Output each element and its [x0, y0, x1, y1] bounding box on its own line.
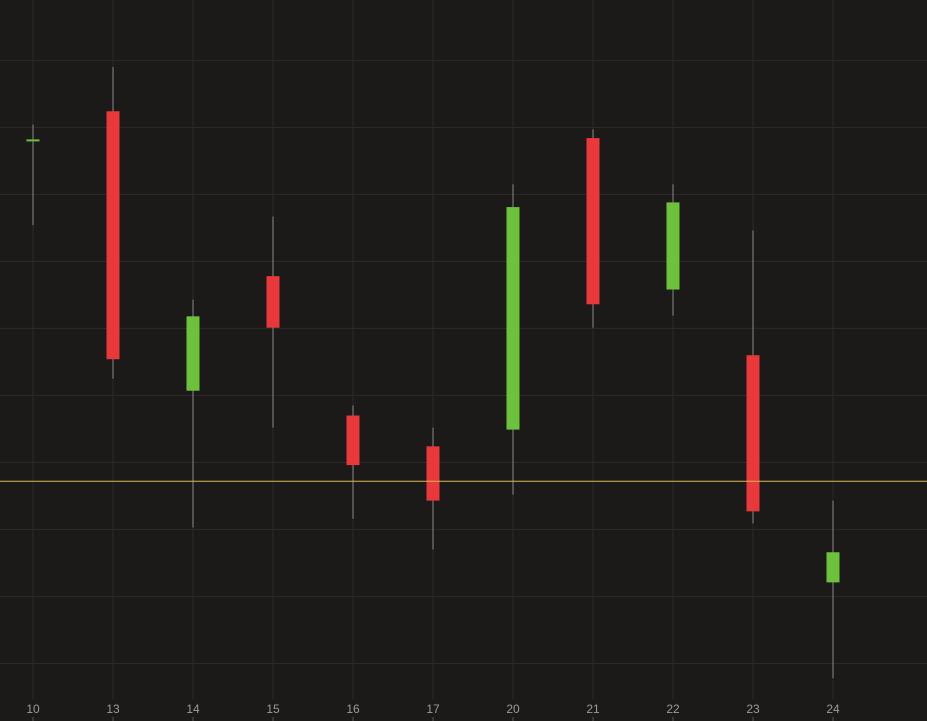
candle-body	[186, 316, 200, 391]
candle-body	[26, 139, 40, 142]
candle-body	[586, 138, 600, 305]
candle-body	[746, 355, 760, 512]
candle-body	[506, 207, 520, 430]
x-tick-label: 13	[106, 702, 120, 716]
x-tick-label: 16	[346, 702, 360, 716]
candle-body	[426, 446, 440, 501]
candle-body	[266, 276, 280, 328]
candle-body	[826, 552, 840, 583]
x-tick-label: 17	[426, 702, 440, 716]
x-tick-label: 22	[666, 702, 680, 716]
x-tick-label: 20	[506, 702, 520, 716]
x-tick-label: 14	[186, 702, 200, 716]
x-tick-label: 21	[586, 702, 600, 716]
x-tick-label: 15	[266, 702, 280, 716]
candle-body	[346, 415, 360, 466]
candle-body	[106, 111, 120, 360]
candle-body	[666, 202, 680, 290]
x-tick-label: 23	[746, 702, 760, 716]
x-tick-label: 24	[826, 702, 840, 716]
x-tick-label: 10	[26, 702, 40, 716]
